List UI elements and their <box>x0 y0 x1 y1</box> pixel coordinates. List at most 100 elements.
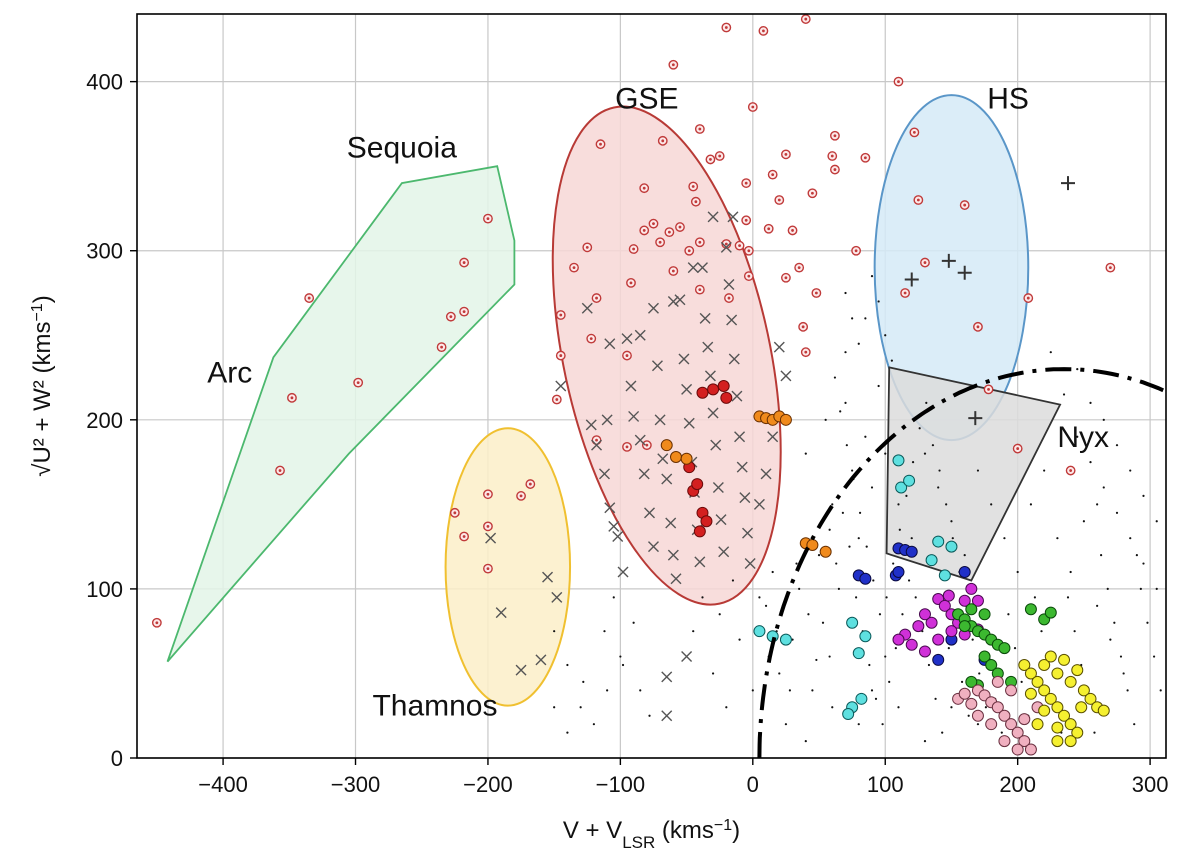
ring-point-center <box>762 29 765 33</box>
dot-point <box>844 351 847 354</box>
filled-point <box>1064 718 1077 731</box>
ring-point-center <box>709 158 712 161</box>
x-point <box>634 329 646 341</box>
ring-point-center <box>1069 469 1073 472</box>
region-gse <box>551 105 782 606</box>
filled-point <box>978 650 991 663</box>
ring-point-center <box>486 567 490 571</box>
ring-point-center <box>290 396 294 400</box>
x-point <box>710 439 722 451</box>
filled-point <box>942 589 955 602</box>
filled-point <box>892 454 905 467</box>
x-tick-label: 100 <box>867 772 904 797</box>
x-point <box>612 530 624 542</box>
filled-point <box>905 638 918 651</box>
x-point <box>744 558 756 570</box>
dot-point <box>751 689 754 692</box>
ring-point-center <box>738 244 741 248</box>
dot-point <box>791 638 794 641</box>
x-point <box>694 556 706 568</box>
filled-point <box>842 708 855 721</box>
filled-point <box>1038 704 1051 717</box>
dot-point <box>1122 672 1125 675</box>
filled-point <box>1005 684 1018 697</box>
ring-point-center <box>625 354 629 357</box>
dot-point <box>918 427 921 430</box>
region-label-thamnos: Thamnos <box>372 690 497 723</box>
x-point <box>667 549 679 561</box>
filled-point <box>1018 735 1031 748</box>
ring-point-center <box>791 229 794 232</box>
dot-point <box>1109 638 1112 641</box>
ring-point-center <box>804 350 808 354</box>
filled-point <box>717 380 730 392</box>
dot-point <box>1129 469 1132 472</box>
x-point <box>591 439 603 451</box>
dot-point <box>1142 562 1145 565</box>
dot-point <box>931 444 935 447</box>
y-axis-label-unit: (kms <box>29 322 56 381</box>
x-point <box>699 312 711 324</box>
dot-point <box>621 663 625 667</box>
x-point <box>753 498 765 510</box>
filled-point <box>859 572 872 585</box>
dot-point <box>1033 596 1036 599</box>
filled-point <box>978 608 991 621</box>
region-shapes <box>166 94 1062 707</box>
dot-point <box>764 604 768 607</box>
y-tick-label: 400 <box>86 70 123 95</box>
filled-point <box>998 735 1011 748</box>
ring-point-center <box>462 535 466 538</box>
ring-point-center <box>698 288 702 292</box>
dot-point <box>837 587 840 591</box>
filled-point <box>998 642 1011 655</box>
dot-point <box>1073 630 1076 633</box>
filled-point <box>1071 664 1084 677</box>
ring-point-center <box>625 445 629 449</box>
filled-point <box>965 675 978 688</box>
dot-point <box>1043 469 1046 472</box>
plus-point <box>904 272 919 287</box>
filled-point <box>1011 743 1024 756</box>
dot-point <box>758 596 761 599</box>
region-labels: Sequoia Arc GSE Thamnos HS Nyx <box>207 83 1109 723</box>
x-point <box>598 468 610 480</box>
dot-point <box>1003 537 1006 540</box>
dot-point <box>950 706 953 709</box>
dot-point <box>1069 570 1072 574</box>
x-tick-label: −200 <box>463 772 513 797</box>
dot-point <box>553 630 556 633</box>
plot-frame <box>136 13 1167 759</box>
dot-point <box>858 511 862 514</box>
ring-point-center <box>1108 266 1112 270</box>
x-point <box>723 279 735 291</box>
ring-point-center <box>698 240 702 244</box>
dot-point <box>851 469 854 472</box>
dot-point <box>798 587 801 591</box>
dot-point <box>1056 537 1059 540</box>
dot-point <box>894 646 897 650</box>
ring-point-center <box>671 269 675 273</box>
dot-point <box>1113 621 1116 624</box>
x-point <box>625 380 637 392</box>
ring-point-center <box>744 181 748 185</box>
dot-point <box>865 545 868 548</box>
region-label-sequoia: Sequoia <box>347 132 457 165</box>
dot-point <box>855 596 858 599</box>
filled-point <box>1038 659 1051 671</box>
dot-point <box>821 621 825 624</box>
dot-point <box>878 613 882 616</box>
filled-point <box>859 630 872 643</box>
filled-point <box>971 709 984 722</box>
dot-point <box>857 342 860 345</box>
x-point <box>621 333 633 345</box>
dot-point <box>857 537 860 540</box>
dot-point <box>831 503 834 506</box>
dot-point <box>1139 587 1142 591</box>
dot-point <box>868 663 871 667</box>
ring-point-center <box>595 296 598 300</box>
dot-point <box>841 511 844 514</box>
x-point <box>728 353 740 365</box>
dot-point <box>945 503 948 506</box>
